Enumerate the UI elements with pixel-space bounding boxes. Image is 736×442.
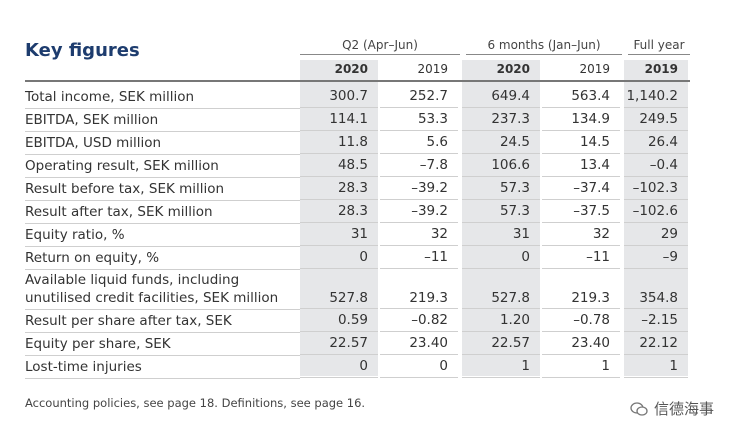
group-header: Q2 (Apr–Jun) — [300, 38, 460, 55]
row-label: Return on equity, % — [25, 246, 300, 270]
cell: 32 — [380, 223, 458, 246]
cell: 527.8 — [300, 269, 378, 309]
cell: 23.40 — [380, 332, 458, 355]
cell: –11 — [542, 246, 620, 269]
cell: 5.6 — [380, 131, 458, 154]
cell: –9 — [624, 246, 688, 269]
cell: 32 — [542, 223, 620, 246]
row-label: Result per share after tax, SEK — [25, 309, 300, 333]
cell: 57.3 — [462, 200, 540, 223]
column-shade — [624, 60, 688, 376]
group-header: Full year — [628, 38, 690, 55]
cell: 0.59 — [300, 309, 378, 332]
cell: 1 — [624, 355, 688, 378]
column-shade — [462, 60, 540, 376]
cell: 57.3 — [462, 177, 540, 200]
cell: –7.8 — [380, 154, 458, 177]
cell: 527.8 — [462, 269, 540, 309]
row-label: EBITDA, SEK million — [25, 108, 300, 132]
cell: 29 — [624, 223, 688, 246]
footnote: Accounting policies, see page 18. Defini… — [25, 396, 366, 410]
cell: 0 — [300, 355, 378, 378]
cell: 0 — [380, 355, 458, 378]
cell: 252.7 — [380, 85, 458, 108]
cell: 0 — [462, 246, 540, 269]
cell: 249.5 — [624, 108, 688, 131]
cell: –0.78 — [542, 309, 620, 332]
cell: –0.4 — [624, 154, 688, 177]
cell: 219.3 — [380, 269, 458, 309]
cell: 26.4 — [624, 131, 688, 154]
cell: 1 — [462, 355, 540, 378]
cell: 31 — [300, 223, 378, 246]
row-label: Total income, SEK million — [25, 85, 300, 109]
cell: 563.4 — [542, 85, 620, 108]
cell: –0.82 — [380, 309, 458, 332]
cell: 106.6 — [462, 154, 540, 177]
cell: 22.57 — [300, 332, 378, 355]
cell: –102.3 — [624, 177, 688, 200]
row-label: Result after tax, SEK million — [25, 200, 300, 224]
row-label: Result before tax, SEK million — [25, 177, 300, 201]
cell: 14.5 — [542, 131, 620, 154]
cell: 134.9 — [542, 108, 620, 131]
cell: 22.12 — [624, 332, 688, 355]
cell: 354.8 — [624, 269, 688, 309]
column-shade — [300, 60, 378, 376]
cell: 219.3 — [542, 269, 620, 309]
cell: 0 — [300, 246, 378, 269]
cell: 11.8 — [300, 131, 378, 154]
cell: –37.5 — [542, 200, 620, 223]
row-label: Equity ratio, % — [25, 223, 300, 247]
cell: 53.3 — [380, 108, 458, 131]
watermark-icon — [630, 401, 648, 416]
cell: 22.57 — [462, 332, 540, 355]
year-header: 2020 — [334, 62, 368, 76]
cell: 31 — [462, 223, 540, 246]
row-label: Available liquid funds, including unutil… — [25, 269, 300, 310]
row-label: EBITDA, USD million — [25, 131, 300, 155]
cell: 13.4 — [542, 154, 620, 177]
cell: 24.5 — [462, 131, 540, 154]
group-header: 6 months (Jan–Jun) — [466, 38, 622, 55]
cell: 28.3 — [300, 177, 378, 200]
year-header: 2019 — [579, 62, 610, 76]
cell: 1.20 — [462, 309, 540, 332]
cell: 237.3 — [462, 108, 540, 131]
cell: 649.4 — [462, 85, 540, 108]
cell: –39.2 — [380, 200, 458, 223]
row-label: Lost-time injuries — [25, 355, 300, 379]
cell: –37.4 — [542, 177, 620, 200]
cell: 28.3 — [300, 200, 378, 223]
title: Key figures — [25, 40, 140, 61]
cell: 1 — [542, 355, 620, 378]
cell: 23.40 — [542, 332, 620, 355]
row-label: Equity per share, SEK — [25, 332, 300, 356]
cell: 1,140.2 — [624, 85, 688, 108]
cell: 48.5 — [300, 154, 378, 177]
cell: –39.2 — [380, 177, 458, 200]
cell: 114.1 — [300, 108, 378, 131]
cell: –102.6 — [624, 200, 688, 223]
cell: –2.15 — [624, 309, 688, 332]
header-rule — [25, 80, 690, 82]
year-header: 2019 — [417, 62, 448, 76]
watermark: 信德海事 — [630, 398, 714, 419]
cell: –11 — [380, 246, 458, 269]
year-header: 2019 — [644, 62, 678, 76]
row-label: Operating result, SEK million — [25, 154, 300, 178]
year-header: 2020 — [496, 62, 530, 76]
cell: 300.7 — [300, 85, 378, 108]
watermark-text: 信德海事 — [653, 400, 714, 418]
